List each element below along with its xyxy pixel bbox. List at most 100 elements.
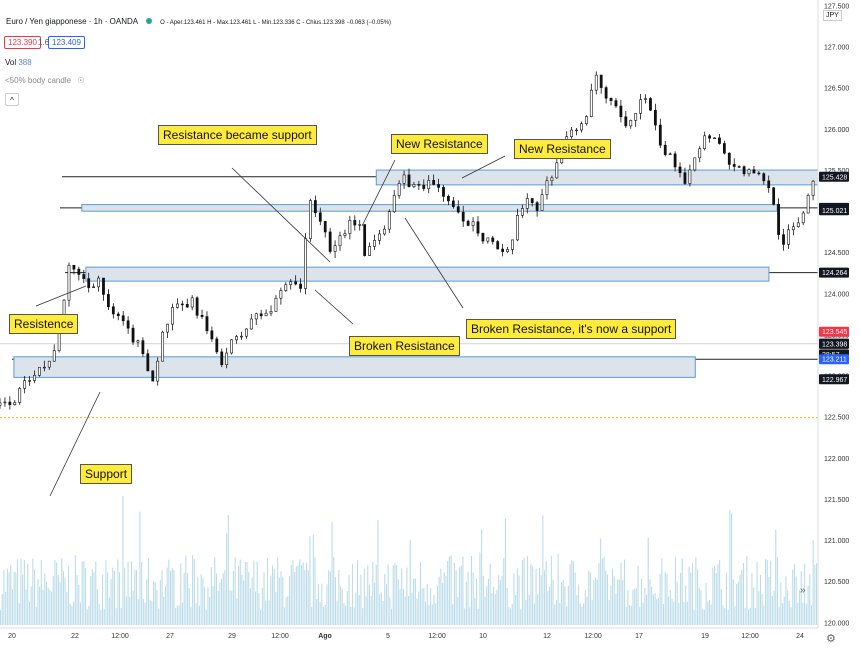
- volume-bar: [234, 557, 236, 625]
- candle-body: [102, 277, 105, 295]
- volume-bar: [302, 562, 304, 625]
- volume-bar: [54, 560, 56, 625]
- volume-bar: [91, 569, 93, 625]
- annotation-support[interactable]: Support: [80, 464, 133, 484]
- time-axis[interactable]: 20 22 12:00 27 29 12:00 Ago 5 12:00 10 12 12:00 17 19…: [0, 627, 818, 640]
- symbol-label[interactable]: Euro / Yen giapponese · 1h · OANDA: [6, 17, 138, 26]
- volume-bar: [714, 565, 716, 625]
- volume-bar: [562, 580, 564, 625]
- volume-bar: [790, 607, 792, 625]
- volume-bar: [113, 570, 115, 625]
- annotation-new-resistance-2[interactable]: New Resistance: [514, 139, 611, 159]
- price-tag-label: 123.545: [822, 329, 847, 336]
- currency-label[interactable]: JPY: [823, 10, 842, 21]
- ask-button[interactable]: 123.409: [48, 36, 85, 49]
- volume-bar: [295, 566, 297, 625]
- volume-bar: [263, 571, 265, 625]
- volume-bar: [358, 595, 360, 625]
- annotation-resistence[interactable]: Resistence: [9, 314, 79, 334]
- price-tick-label: 120.500: [824, 579, 849, 586]
- volume-bar: [661, 558, 663, 625]
- volume-bar: [630, 605, 632, 625]
- candle-body: [584, 116, 588, 125]
- candle-body: [299, 283, 302, 289]
- volume-bar: [255, 591, 257, 625]
- annotation-broken-resistance[interactable]: Broken Resistance: [349, 336, 460, 356]
- volume-bar: [586, 596, 588, 625]
- annotation-new-resistance-1[interactable]: New Resistance: [391, 134, 488, 154]
- volume-bar: [521, 559, 523, 625]
- candle-body: [77, 268, 81, 275]
- volume-bar: [404, 596, 406, 625]
- volume-bar: [442, 582, 444, 625]
- volume-bar: [326, 584, 328, 625]
- settings-gear-icon[interactable]: ⚙: [826, 633, 836, 645]
- candle-body: [343, 233, 347, 236]
- price-tag-box: [819, 171, 849, 182]
- volume-bar: [435, 603, 437, 625]
- bid-button[interactable]: 123.390: [4, 36, 41, 49]
- zone-box: [85, 266, 770, 282]
- candle-body: [471, 221, 475, 226]
- volume-bar: [807, 585, 809, 625]
- volume-bar: [176, 605, 178, 625]
- volume-bar: [336, 600, 338, 625]
- volume-bar: [181, 602, 183, 625]
- volume-bar: [724, 608, 726, 625]
- volume-bar: [814, 564, 816, 625]
- volume-bar: [537, 594, 539, 625]
- scroll-to-realtime-icon[interactable]: »: [800, 585, 806, 596]
- volume-bar: [6, 568, 8, 625]
- candle-body: [244, 328, 248, 337]
- symbol-title[interactable]: Euro / Yen giapponese · 1h · OANDA O - A…: [6, 17, 391, 26]
- volume-bar: [623, 559, 625, 625]
- volume-bar: [736, 584, 738, 625]
- volume-bar: [144, 602, 146, 625]
- volume-bar: [277, 557, 279, 625]
- volume-bar: [810, 605, 812, 625]
- volume-bar: [765, 559, 767, 625]
- annotation-broken-resistance-now-support[interactable]: Broken Resistance, it's now a support: [466, 319, 677, 339]
- volume-bar: [47, 587, 49, 625]
- volume-bar: [542, 515, 544, 625]
- indicator-legend[interactable]: <50% body candle ☉: [5, 76, 84, 85]
- candle-body: [141, 340, 145, 354]
- candle-body: [599, 74, 603, 88]
- candle-body: [737, 166, 741, 168]
- volume-bar: [683, 601, 685, 625]
- volume-bar: [680, 572, 682, 625]
- volume-bar: [251, 577, 253, 625]
- volume-bar: [278, 577, 280, 625]
- candle-body: [318, 212, 322, 222]
- volume-bar: [754, 608, 756, 625]
- volume-bar: [697, 569, 699, 625]
- zone-boxes[interactable]: [13, 169, 819, 378]
- volume-bar: [632, 589, 634, 625]
- candle-body: [811, 180, 815, 196]
- volume-bar: [479, 552, 481, 625]
- candle-body: [333, 245, 337, 252]
- volume-bar: [802, 602, 804, 625]
- volume-bar: [95, 561, 97, 625]
- volume-bar: [486, 586, 488, 625]
- annotation-resistance-became-support[interactable]: Resistance became support: [158, 125, 317, 145]
- eye-off-icon[interactable]: ☉: [77, 76, 85, 85]
- volume-legend[interactable]: Vol 388: [5, 58, 32, 67]
- price-axis[interactable]: 127.500 127.000 126.500 126.000 125.500 125.0…: [817, 0, 860, 650]
- candle-body: [614, 100, 618, 107]
- volume-bar: [1, 594, 3, 625]
- candle-body: [791, 226, 795, 231]
- volume-bar: [268, 600, 270, 625]
- candle-body: [555, 162, 559, 179]
- collapse-legend-button[interactable]: ^: [5, 93, 19, 106]
- volume-bar: [557, 553, 559, 625]
- volume-bar: [725, 572, 727, 625]
- volume-bar: [544, 570, 546, 625]
- volume-bar: [205, 609, 207, 625]
- volume-bar: [270, 575, 272, 625]
- volume-bar: [161, 570, 163, 625]
- annotation-arrows: [35, 155, 506, 497]
- volume-bar: [306, 562, 308, 625]
- candle-body: [269, 311, 273, 314]
